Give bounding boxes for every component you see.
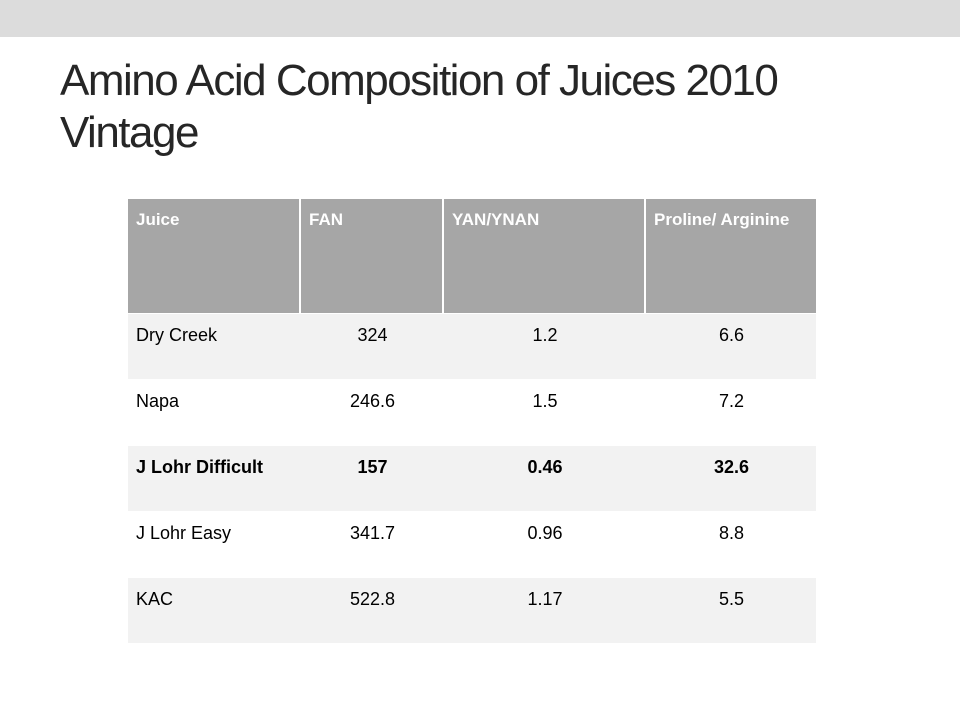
header-yan-ynan: YAN/YNAN [442, 199, 645, 313]
cell-yan-ynan: 1.5 [443, 378, 645, 445]
amino-acid-table: Juice FAN YAN/YNAN Proline/ Arginine Dry… [128, 199, 816, 643]
cell-yan-ynan: 0.46 [443, 444, 645, 511]
cell-juice: J Lohr Easy [128, 510, 300, 577]
cell-proline-arginine: 7.2 [645, 378, 816, 445]
cell-proline-arginine: 32.6 [645, 444, 816, 511]
top-band [0, 0, 960, 37]
cell-juice: KAC [128, 576, 300, 643]
table-row: KAC 522.8 1.17 5.5 [128, 576, 816, 643]
cell-fan: 522.8 [300, 576, 443, 643]
cell-proline-arginine: 6.6 [645, 312, 816, 379]
cell-fan: 157 [300, 444, 443, 511]
cell-juice: Napa [128, 378, 300, 445]
slide-title: Amino Acid Composition of Juices 2010 Vi… [60, 56, 779, 157]
header-juice: Juice [128, 199, 300, 313]
cell-fan: 324 [300, 312, 443, 379]
cell-proline-arginine: 5.5 [645, 576, 816, 643]
table-header-row: Juice FAN YAN/YNAN Proline/ Arginine [128, 199, 816, 313]
cell-proline-arginine: 8.8 [645, 510, 816, 577]
table-row: J Lohr Difficult 157 0.46 32.6 [128, 444, 816, 511]
header-proline-arginine: Proline/ Arginine [644, 199, 816, 313]
table-row: J Lohr Easy 341.7 0.96 8.8 [128, 510, 816, 577]
cell-juice: J Lohr Difficult [128, 444, 300, 511]
cell-fan: 246.6 [300, 378, 443, 445]
cell-juice: Dry Creek [128, 312, 300, 379]
cell-fan: 341.7 [300, 510, 443, 577]
table-row: Napa 246.6 1.5 7.2 [128, 378, 816, 445]
table-row: Dry Creek 324 1.2 6.6 [128, 312, 816, 379]
header-fan: FAN [299, 199, 443, 313]
cell-yan-ynan: 1.17 [443, 576, 645, 643]
cell-yan-ynan: 1.2 [443, 312, 645, 379]
cell-yan-ynan: 0.96 [443, 510, 645, 577]
